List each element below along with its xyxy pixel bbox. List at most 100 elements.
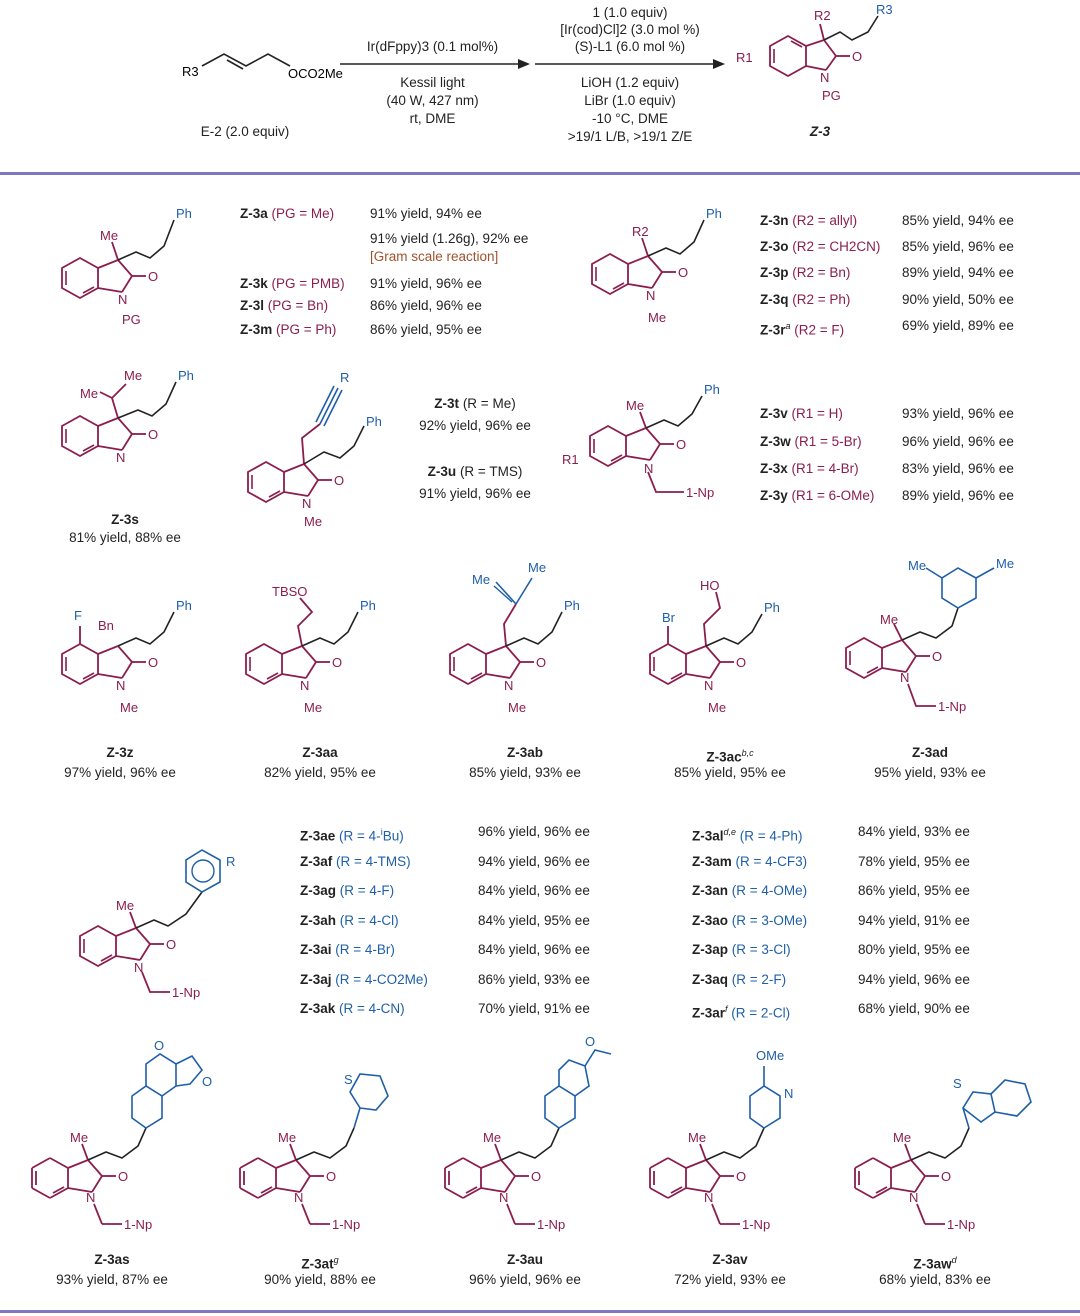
- svg-text:O: O: [118, 1169, 128, 1184]
- svg-text:R: R: [340, 370, 349, 385]
- svg-text:1-Np: 1-Np: [686, 485, 714, 500]
- svg-text:R3: R3: [876, 2, 893, 17]
- label-3at: Z-3atg: [301, 1255, 339, 1272]
- structure-3s: Me Me Ph N O: [61, 368, 194, 465]
- svg-text:N: N: [504, 678, 513, 693]
- result-3at: 90% yield, 88% ee: [264, 1272, 376, 1287]
- result-text: 94% yield, 96% ee: [478, 853, 590, 869]
- svg-text:Me: Me: [626, 398, 644, 413]
- label-3ab: Z-3ab: [506, 745, 543, 760]
- list-item: Z-3w (R1 = 5-Br): [760, 434, 862, 449]
- result-3s: 81% yield, 88% ee: [69, 530, 181, 545]
- svg-text:R1: R1: [736, 50, 753, 65]
- svg-text:Ph: Ph: [764, 600, 780, 615]
- svg-text:Me: Me: [908, 558, 926, 573]
- svg-text:O: O: [332, 655, 342, 670]
- svg-text:R1: R1: [562, 452, 579, 467]
- reactant-r3: R3: [182, 64, 199, 79]
- svg-text:Me: Me: [528, 560, 546, 575]
- arrow-step2: [535, 59, 725, 69]
- svg-text:O: O: [202, 1074, 212, 1089]
- svg-text:O: O: [585, 1034, 595, 1049]
- result-3au: 96% yield, 96% ee: [469, 1272, 581, 1287]
- svg-text:Ph: Ph: [704, 382, 720, 397]
- svg-text:O: O: [326, 1169, 336, 1184]
- product-label: Z-3: [809, 124, 831, 139]
- svg-text:Me: Me: [688, 1130, 706, 1145]
- svg-text:O: O: [676, 437, 686, 452]
- svg-text:Me: Me: [648, 310, 666, 325]
- result-3ac: 85% yield, 95% ee: [674, 765, 786, 780]
- result-text: 70% yield, 91% ee: [478, 1001, 590, 1016]
- result-text: 86% yield, 95% ee: [858, 883, 970, 898]
- structure-3ac: HO Br Ph N O Me: [649, 578, 780, 715]
- list-item: Z-3aq (R = 2-F): [692, 971, 787, 987]
- svg-text:O: O: [148, 427, 158, 442]
- label-3z: Z-3z: [106, 745, 134, 760]
- svg-text:Me: Me: [278, 1130, 296, 1145]
- svg-text:HO: HO: [700, 578, 720, 593]
- svg-text:N: N: [86, 1190, 95, 1205]
- list-item: Z-3ah (R = 4-Cl): [300, 912, 399, 928]
- svg-text:Ph: Ph: [706, 206, 722, 221]
- structure-3v-3y: R1 Me Ph N O 1-Np: [562, 382, 720, 500]
- list-item: Z-3ap (R = 3-Cl): [692, 942, 791, 957]
- list-item: Z-3a (PG = Me): [240, 206, 335, 221]
- list-item: Z-3ai (R = 4-Br): [300, 942, 395, 957]
- result-text: 80% yield, 95% ee: [858, 942, 970, 957]
- svg-text:Me: Me: [483, 1130, 501, 1145]
- svg-text:Me: Me: [893, 1130, 911, 1145]
- step1-cond-2: (40 W, 427 nm): [386, 93, 479, 108]
- label-3av: Z-3av: [712, 1252, 748, 1267]
- step2-cond-3: -10 °C, DME: [592, 111, 668, 126]
- svg-text:Me: Me: [508, 700, 526, 715]
- svg-text:Me: Me: [116, 898, 134, 913]
- list-item: Z-3u (R = TMS): [427, 464, 523, 479]
- result-text: 96% yield, 96% ee: [478, 824, 590, 839]
- svg-text:PG: PG: [122, 312, 141, 327]
- svg-text:Me: Me: [100, 228, 118, 243]
- label-3aw: Z-3awd: [913, 1255, 957, 1272]
- label-3ad: Z-3ad: [911, 745, 948, 760]
- step2-reagent-1: 1 (1.0 equiv): [592, 5, 668, 20]
- result-text: 86% yield, 93% ee: [478, 971, 590, 987]
- svg-text:O: O: [678, 265, 688, 280]
- label-3as: Z-3as: [94, 1252, 130, 1267]
- list-item: Z-3ra (R2 = F): [760, 321, 845, 338]
- label-3s: Z-3s: [111, 512, 139, 527]
- step2-cond-1: LiOH (1.2 equiv): [580, 75, 680, 90]
- svg-text:O: O: [166, 937, 176, 952]
- list-item: Z-3an (R = 4-OMe): [692, 883, 808, 898]
- svg-text:N: N: [900, 670, 909, 685]
- structure-3at: Me N O 1-Np S: [239, 1072, 389, 1232]
- svg-text:Ph: Ph: [176, 598, 192, 613]
- svg-text:Me: Me: [304, 700, 322, 715]
- svg-text:R: R: [226, 854, 235, 869]
- reaction-scheme: R3 OCO2Me E-2 (2.0 equiv) Ir(dFppy)3 (0.…: [0, 0, 1080, 170]
- svg-text:1-Np: 1-Np: [947, 1217, 975, 1232]
- structure-3ab: Me Me Ph N O Me: [449, 560, 580, 715]
- svg-text:1-Np: 1-Np: [124, 1217, 152, 1232]
- svg-text:1-Np: 1-Np: [172, 985, 200, 1000]
- step2-reagent-2: [Ir(cod)Cl]2 (3.0 mol %): [560, 22, 700, 37]
- reactant-group: OCO2Me: [288, 66, 343, 81]
- svg-text:N: N: [499, 1190, 508, 1205]
- list-item: Z-3v (R1 = H): [760, 406, 843, 421]
- reactant-structure: R3 OCO2Me: [182, 53, 343, 81]
- svg-text:Me: Me: [80, 386, 98, 401]
- list-item: Z-3q (R2 = Ph): [760, 292, 851, 307]
- svg-text:Br: Br: [662, 610, 676, 625]
- svg-text:N: N: [909, 1190, 918, 1205]
- list-item: Z-3m (PG = Ph): [240, 322, 337, 337]
- list-item: Z-3p (R2 = Bn): [760, 265, 851, 280]
- svg-text:PG: PG: [822, 88, 841, 103]
- result-3z: 97% yield, 96% ee: [64, 765, 176, 780]
- svg-text:N: N: [116, 678, 125, 693]
- svg-text:Me: Me: [472, 572, 490, 587]
- svg-text:O: O: [334, 473, 344, 488]
- svg-text:N: N: [704, 1190, 713, 1205]
- step1-cond-3: rt, DME: [409, 111, 456, 126]
- svg-text:O: O: [852, 49, 862, 64]
- step2-cond-2: LiBr (1.0 equiv): [584, 93, 676, 108]
- structure-3ad: Me Me Me N O 1-Np: [845, 556, 1014, 714]
